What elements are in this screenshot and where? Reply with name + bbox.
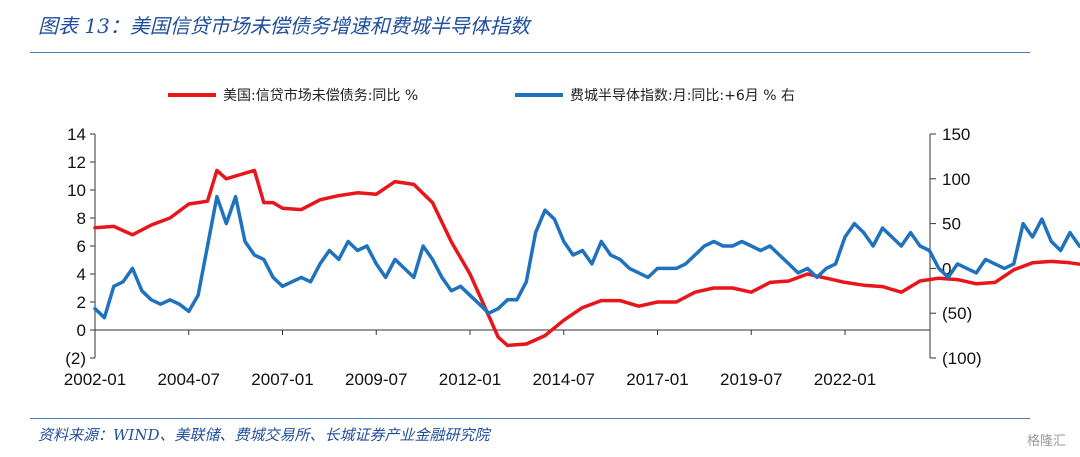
left-axis-tick-label: 14 xyxy=(67,125,86,144)
right-axis-tick-label: 100 xyxy=(942,170,970,189)
legend-label-credit-debt: 美国:信贷市场未偿债务:同比 % xyxy=(223,87,418,104)
right-axis-tick-label: 50 xyxy=(942,215,961,234)
title-divider xyxy=(30,52,1030,53)
x-axis-tick-label: 2019-07 xyxy=(720,370,782,389)
left-axis-tick-label: 2 xyxy=(77,293,86,312)
left-axis-tick-label: 0 xyxy=(77,321,86,340)
x-axis-tick-label: 2017-01 xyxy=(626,370,688,389)
right-axis-tick-label: 150 xyxy=(942,125,970,144)
chart-axes: (2) 0 2 4 6 8 10 12 14 (100) (50) 0 50 100 150 2002-01 2… xyxy=(64,125,982,389)
right-axis-tick-label: 0 xyxy=(942,259,951,278)
left-axis-tick-label: 10 xyxy=(67,181,86,200)
left-axis-tick-label: 8 xyxy=(77,209,86,228)
legend-label-sox-index: 费城半导体指数:月:同比:+6月 % 右 xyxy=(570,88,795,104)
x-axis-tick-label: 2007-01 xyxy=(251,370,313,389)
left-axis-tick-label: 4 xyxy=(77,265,86,284)
chart-legend: 美国:信贷市场未偿债务:同比 % 费城半导体指数:月:同比:+6月 % 右 xyxy=(168,87,795,104)
x-axis-tick-label: 2014-07 xyxy=(533,370,595,389)
line-chart: 美国:信贷市场未偿债务:同比 % 费城半导体指数:月:同比:+6月 % 右 (2)… xyxy=(64,87,1080,389)
source-note: 资料来源：WIND、美联储、费城交易所、长城证券产业金融研究院 xyxy=(38,426,490,444)
series-layer xyxy=(93,168,1080,348)
source-divider xyxy=(30,418,1030,419)
left-axis-tick-label: (2) xyxy=(65,349,86,368)
x-axis-tick-label: 2022-01 xyxy=(814,370,876,389)
watermark: 格隆汇 xyxy=(1026,434,1066,449)
x-axis-tick-label: 2004-07 xyxy=(158,370,220,389)
left-axis-tick-label: 12 xyxy=(67,153,86,172)
series-line-credit-debt xyxy=(93,168,1080,348)
x-axis-tick-label: 2009-07 xyxy=(345,370,407,389)
figure-title: 图表 13：美国信贷市场未偿债务增速和费城半导体指数 xyxy=(38,14,530,38)
series-line-sox-index xyxy=(93,194,1080,320)
x-axis-tick-label: 2002-01 xyxy=(64,370,126,389)
left-axis-tick-label: 6 xyxy=(77,237,86,256)
x-axis-tick-label: 2012-01 xyxy=(439,370,501,389)
right-axis-tick-label: (100) xyxy=(942,349,982,368)
right-axis-tick-label: (50) xyxy=(942,304,972,323)
